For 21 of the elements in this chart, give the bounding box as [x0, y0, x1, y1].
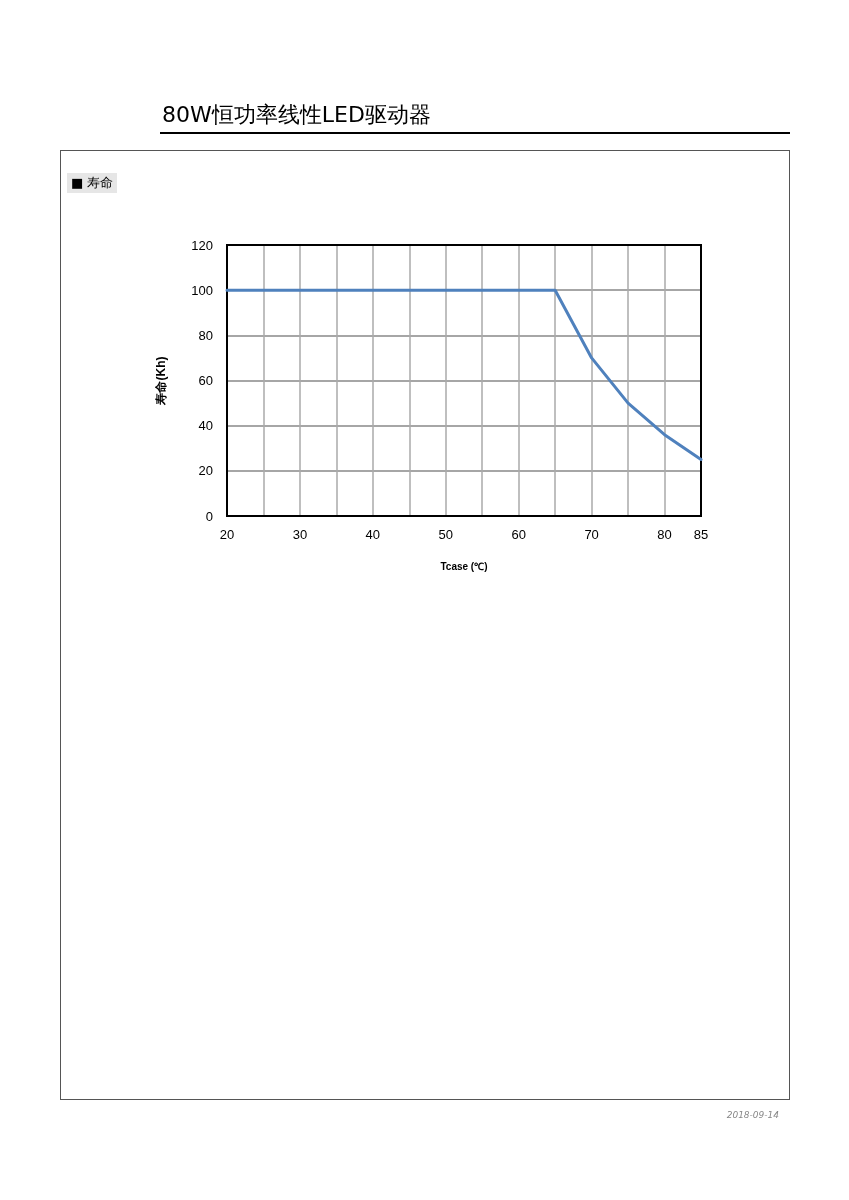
y-tick-label: 40	[198, 418, 213, 434]
text: ■ 寿命	[67, 173, 118, 193]
y-axis-title: 寿命(Kh)	[154, 356, 168, 406]
x-tick-label: 70	[584, 527, 599, 542]
x-tick-label: 85	[693, 527, 709, 542]
x-tick-label: 50	[438, 527, 453, 542]
chart-title: 80W恒功率线性LED驱动器	[162, 101, 431, 129]
line-series	[225, 288, 703, 462]
x-tick-label: 80	[657, 527, 672, 542]
x-tick-label: 20	[219, 527, 235, 542]
y-tick-label: 20	[198, 463, 213, 479]
x-tick-label: 40	[365, 527, 381, 542]
text: 2018-09-14	[726, 1110, 779, 1120]
y-tick-label: 100	[191, 282, 213, 298]
y-tick-label: 0	[205, 508, 213, 524]
y-tick-label: 120	[191, 237, 213, 253]
y-tick-label: 60	[198, 373, 213, 388]
x-tick-label: 60	[511, 527, 526, 542]
x-tick-label: 30	[292, 527, 308, 542]
x-axis-title: Tcase (℃)	[440, 560, 488, 572]
y-tick-label: 80	[198, 327, 213, 343]
